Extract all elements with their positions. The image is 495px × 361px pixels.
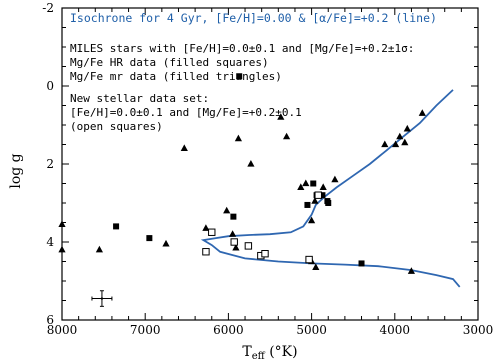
filled-square-point: [113, 223, 120, 230]
x-tick-label: 5000: [296, 323, 327, 337]
open-square-point: [261, 250, 269, 258]
filled-triangle-point: [308, 216, 316, 224]
x-tick-label: 6000: [213, 323, 244, 337]
open-square-point: [208, 228, 216, 236]
chart-title: Isochrone for 4 Gyr, [Fe/H]=0.00 & [α/Fe…: [70, 11, 437, 25]
filled-triangle-point: [247, 160, 255, 167]
filled-triangle-point: [232, 243, 240, 251]
filled-triangle-point: [396, 132, 404, 140]
x-tick-label: 8000: [47, 323, 78, 337]
filled-triangle-point: [223, 206, 231, 214]
annotation-line-6: (open squares): [70, 120, 163, 133]
open-square-point: [314, 191, 322, 199]
y-axis-label: log g: [8, 153, 24, 188]
axes: 8000 7000 6000 5000 4000 3000 -2 0 2 4 6: [42, 1, 493, 337]
x-axis-label-main: T: [242, 344, 252, 360]
filled-triangle-point: [277, 113, 285, 120]
filled-square-point: [230, 213, 237, 220]
filled-triangle-point: [162, 239, 170, 247]
filled-square-point: [319, 192, 326, 199]
filled-triangle-point: [319, 183, 327, 190]
y-tick-label: -2: [42, 1, 54, 15]
x-tick-label: 3000: [463, 323, 494, 337]
annotation-line-1: MILES stars with [Fe/H]=0.0±0.1 and [Mg/…: [70, 42, 414, 55]
filled-triangle-point: [312, 263, 320, 270]
open-square-point: [244, 242, 253, 250]
plot-area: [58, 73, 461, 307]
filled-square-point: [325, 200, 332, 206]
filled-triangle-point: [297, 183, 305, 190]
filled-square-point: [146, 235, 153, 242]
x-axis-label-unit: (°K): [265, 344, 298, 360]
x-axis-label-subscript: eff: [252, 351, 266, 361]
annotation-line-2: Mg/Fe HR data (filled squares): [70, 56, 269, 69]
filled-triangle-point: [180, 144, 188, 151]
filled-triangle-point: [401, 138, 409, 146]
filled-triangle-point: [331, 175, 339, 183]
filled-triangle-point: [229, 230, 237, 237]
filled-square-point: [236, 73, 243, 80]
filled-triangle-point: [381, 140, 389, 148]
isochrone-line: [200, 89, 461, 288]
x-tick-label: 4000: [380, 323, 411, 337]
open-square-point: [230, 238, 238, 246]
open-square-point: [202, 248, 210, 256]
filled-triangle-point: [311, 197, 319, 204]
y-tick-label: 2: [46, 157, 54, 171]
annotation-line-4: New stellar data set:: [70, 92, 209, 105]
annotation-line-5: [Fe/H]=0.0±0.1 and [Mg/Fe]=+0.2±0.1: [70, 106, 302, 119]
filled-triangle-point: [392, 140, 400, 148]
filled-triangle-point: [283, 132, 291, 140]
error-bar-center: [100, 297, 104, 300]
filled-square-point: [310, 180, 317, 187]
filled-square-point: [358, 260, 365, 267]
y-tick-label: 0: [46, 79, 54, 93]
filled-square-point: [304, 201, 311, 208]
filled-triangle-point: [95, 245, 103, 253]
filled-triangle-point: [418, 109, 426, 116]
open-square-point: [305, 255, 313, 264]
filled-triangle-point: [403, 124, 411, 132]
y-tick-label: 4: [46, 235, 54, 249]
filled-triangle-point: [407, 267, 415, 274]
annotation-line-3: Mg/Fe mr data (filled triangles): [70, 70, 282, 83]
chart-text: Isochrone for 4 Gyr, [Fe/H]=0.00 & [α/Fe…: [8, 11, 437, 361]
y-tick-label: 6: [46, 313, 54, 327]
x-tick-label: 7000: [130, 323, 161, 337]
filled-triangle-point: [202, 224, 210, 231]
filled-triangle-point: [234, 134, 242, 142]
filled-triangle-point: [302, 179, 310, 187]
x-axis-label: Teff (°K): [242, 344, 297, 361]
error-bar: [91, 290, 113, 307]
